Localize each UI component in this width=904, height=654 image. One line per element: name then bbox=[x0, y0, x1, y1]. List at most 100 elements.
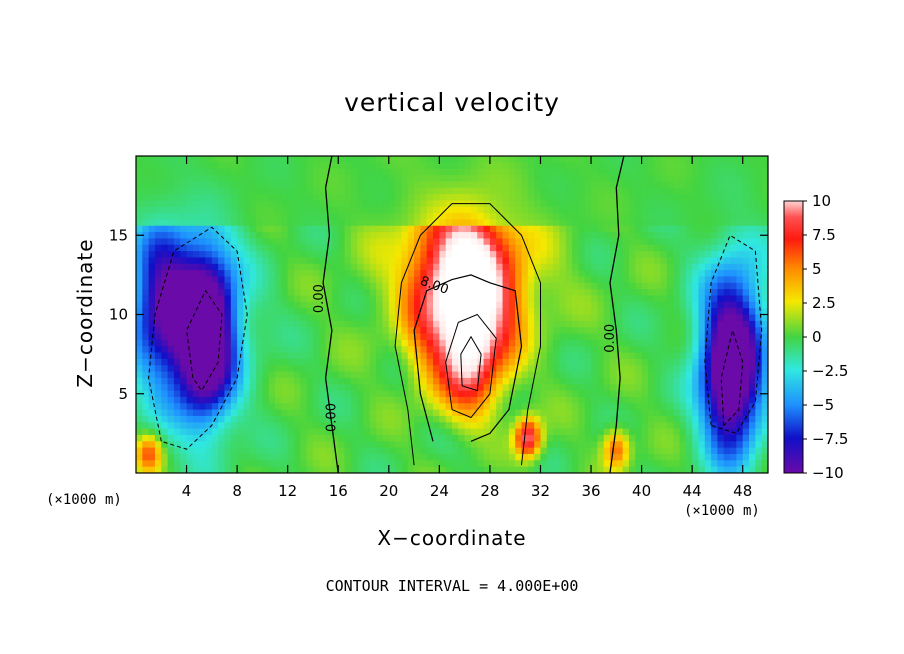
field-cell bbox=[641, 352, 649, 360]
field-cell bbox=[211, 206, 219, 214]
field-cell bbox=[439, 225, 447, 233]
field-cell bbox=[275, 200, 282, 208]
field-cell bbox=[521, 365, 529, 373]
field-cell bbox=[211, 175, 219, 182]
field-cell bbox=[647, 460, 655, 468]
field-cell bbox=[192, 175, 200, 182]
field-cell bbox=[749, 346, 756, 354]
field-cell bbox=[173, 156, 181, 163]
field-cell bbox=[578, 346, 586, 354]
field-cell bbox=[565, 453, 573, 461]
field-cell bbox=[275, 447, 282, 455]
field-cell bbox=[312, 308, 320, 316]
field-cell bbox=[723, 206, 731, 214]
field-cell bbox=[237, 422, 245, 430]
field-cell bbox=[673, 352, 681, 360]
field-cell bbox=[306, 441, 314, 449]
field-cell bbox=[312, 434, 320, 442]
field-cell bbox=[262, 320, 270, 328]
field-cell bbox=[647, 301, 655, 309]
field-cell bbox=[584, 213, 592, 220]
field-cell bbox=[319, 276, 327, 284]
field-cell bbox=[628, 352, 636, 360]
field-cell bbox=[761, 301, 768, 309]
field-cell bbox=[565, 276, 573, 284]
field-cell bbox=[445, 403, 453, 411]
field-cell bbox=[496, 466, 504, 473]
field-cell bbox=[148, 295, 156, 303]
field-cell bbox=[508, 175, 516, 182]
field-cell bbox=[603, 282, 611, 290]
field-cell bbox=[433, 187, 440, 195]
field-cell bbox=[300, 466, 308, 473]
field-cell bbox=[572, 181, 579, 189]
field-cell bbox=[578, 434, 586, 442]
field-cell bbox=[142, 257, 150, 265]
field-cell bbox=[306, 219, 314, 227]
field-cell bbox=[161, 390, 169, 398]
field-cell bbox=[755, 314, 763, 322]
field-cell bbox=[281, 200, 289, 208]
field-cell bbox=[616, 238, 624, 246]
field-cell bbox=[565, 232, 573, 240]
field-cell bbox=[692, 441, 700, 449]
field-cell bbox=[749, 213, 756, 220]
field-cell bbox=[205, 289, 213, 297]
field-cell bbox=[211, 409, 219, 417]
field-cell bbox=[685, 428, 693, 436]
field-cell bbox=[388, 282, 396, 290]
field-cell bbox=[142, 339, 150, 347]
field-cell bbox=[546, 301, 554, 309]
field-cell bbox=[647, 333, 655, 341]
field-cell bbox=[230, 352, 238, 360]
field-cell bbox=[407, 460, 415, 468]
field-cell bbox=[173, 181, 181, 189]
field-cell bbox=[483, 206, 491, 214]
field-cell bbox=[275, 415, 282, 423]
field-cell bbox=[749, 314, 756, 322]
field-cell bbox=[622, 244, 630, 252]
field-cell bbox=[167, 225, 175, 233]
field-cell bbox=[578, 194, 586, 201]
field-cell bbox=[572, 428, 579, 436]
field-cell bbox=[692, 466, 700, 473]
field-cell bbox=[502, 314, 510, 322]
field-cell bbox=[749, 415, 756, 423]
field-cell bbox=[256, 181, 263, 189]
field-cell bbox=[319, 238, 327, 246]
field-cell bbox=[572, 396, 579, 404]
field-cell bbox=[262, 365, 270, 373]
field-cell bbox=[199, 409, 207, 417]
field-cell bbox=[591, 194, 598, 201]
field-cell bbox=[534, 466, 542, 473]
field-cell bbox=[230, 453, 238, 461]
field-cell bbox=[192, 339, 200, 347]
field-cell bbox=[287, 213, 295, 220]
field-cell bbox=[344, 460, 352, 468]
field-cell bbox=[294, 403, 301, 411]
field-cell bbox=[306, 390, 314, 398]
field-cell bbox=[294, 232, 301, 240]
field-cell bbox=[420, 460, 428, 468]
field-cell bbox=[281, 276, 289, 284]
field-cell bbox=[496, 168, 504, 176]
field-cell bbox=[610, 352, 617, 360]
field-cell bbox=[167, 156, 175, 163]
field-cell bbox=[363, 263, 371, 271]
field-cell bbox=[312, 225, 320, 233]
field-cell bbox=[420, 453, 428, 461]
field-cell bbox=[369, 466, 377, 473]
field-cell bbox=[711, 200, 719, 208]
field-cell bbox=[616, 162, 624, 170]
field-cell bbox=[167, 377, 175, 385]
field-cell bbox=[268, 187, 276, 195]
field-cell bbox=[325, 365, 333, 373]
field-cell bbox=[698, 390, 706, 398]
field-cell bbox=[685, 339, 693, 347]
field-cell bbox=[515, 295, 523, 303]
field-cell bbox=[180, 206, 188, 214]
field-cell bbox=[407, 327, 415, 335]
field-cell bbox=[635, 187, 643, 195]
field-cell bbox=[584, 282, 592, 290]
field-cell bbox=[546, 434, 554, 442]
